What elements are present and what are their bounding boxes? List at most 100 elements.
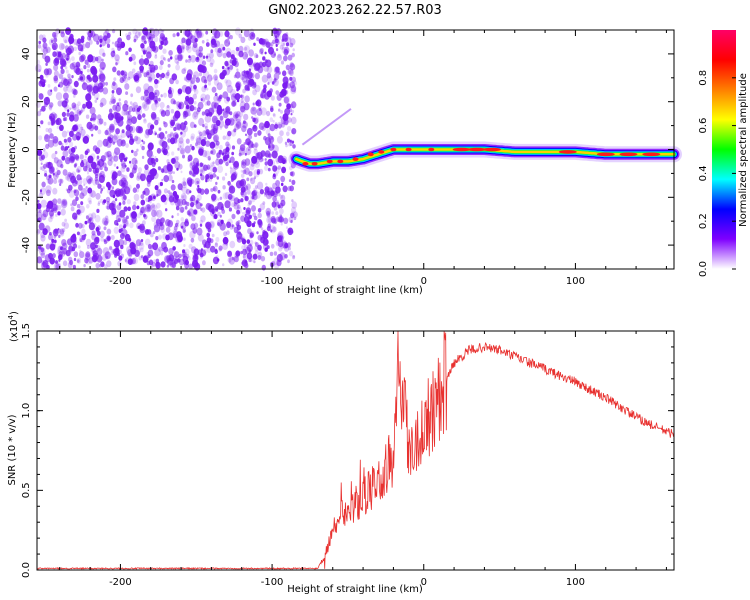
noise-point <box>208 157 211 161</box>
noise-point <box>188 44 192 49</box>
noise-point <box>195 200 199 204</box>
noise-point <box>133 72 140 82</box>
noise-point <box>255 54 259 58</box>
noise-point <box>219 214 222 218</box>
noise-point <box>194 115 197 119</box>
noise-point <box>118 249 122 254</box>
noise-point <box>276 160 279 164</box>
noise-point <box>109 100 113 105</box>
noise-point <box>100 236 104 242</box>
noise-point <box>282 235 285 239</box>
noise-point <box>199 131 203 137</box>
noise-point <box>38 222 45 231</box>
noise-point <box>170 108 175 114</box>
noise-point <box>279 116 282 119</box>
noise-point <box>260 62 265 69</box>
noise-point <box>272 165 278 172</box>
noise-point <box>127 110 131 115</box>
noise-point <box>246 239 251 245</box>
noise-point <box>151 103 158 111</box>
noise-point <box>251 155 258 164</box>
noise-point <box>213 117 220 126</box>
noise-point <box>125 51 129 56</box>
noise-point <box>48 161 51 165</box>
noise-point <box>40 247 45 253</box>
noise-point <box>121 70 127 78</box>
noise-point <box>124 259 127 262</box>
ridge-peak <box>352 157 359 161</box>
x-tick-label: -200 <box>109 577 132 588</box>
noise-point <box>201 97 206 103</box>
noise-point <box>84 59 89 65</box>
noise-point <box>59 124 64 131</box>
noise-point <box>89 30 96 38</box>
noise-point <box>245 77 252 86</box>
noise-point <box>62 149 69 158</box>
noise-point <box>107 154 113 161</box>
noise-point <box>143 214 148 220</box>
noise-point <box>47 177 54 185</box>
noise-point <box>254 72 260 80</box>
noise-point <box>236 206 242 215</box>
noise-point <box>237 199 241 204</box>
noise-point <box>163 188 168 194</box>
noise-point <box>254 244 260 252</box>
noise-point <box>83 264 86 268</box>
noise-point <box>166 151 170 157</box>
noise-point <box>108 245 113 250</box>
noise-point <box>165 234 170 241</box>
noise-point <box>172 229 178 236</box>
noise-point <box>248 134 253 140</box>
noise-point <box>244 195 249 202</box>
noise-point <box>212 185 218 192</box>
noise-point <box>185 254 190 259</box>
noise-point <box>122 103 129 112</box>
noise-point <box>273 53 276 57</box>
noise-point <box>133 193 140 202</box>
noise-point <box>291 140 295 144</box>
noise-point <box>141 145 145 151</box>
noise-point <box>216 82 223 91</box>
noise-point <box>38 69 41 73</box>
noise-point <box>160 168 165 173</box>
noise-point <box>280 122 285 128</box>
noise-point <box>184 251 187 256</box>
noise-point <box>40 162 43 165</box>
noise-point <box>41 105 46 112</box>
noise-point <box>282 76 289 85</box>
noise-point <box>117 101 122 107</box>
noise-point <box>292 255 295 260</box>
noise-point <box>229 156 235 163</box>
noise-point <box>265 239 269 245</box>
noise-point <box>253 145 258 151</box>
noise-point <box>275 186 281 194</box>
noise-point <box>86 121 93 130</box>
noise-point <box>154 119 159 126</box>
noise-point <box>195 49 201 57</box>
noise-point <box>38 40 41 45</box>
noise-point <box>147 243 152 250</box>
noise-point <box>176 61 180 65</box>
noise-point <box>273 53 276 56</box>
noise-point <box>172 171 175 175</box>
noise-point <box>67 261 73 269</box>
noise-point <box>109 156 115 163</box>
snr-series-line <box>36 330 675 570</box>
noise-point <box>135 31 141 39</box>
noise-point <box>199 65 205 73</box>
noise-point <box>168 247 174 255</box>
noise-point <box>97 129 102 135</box>
x-tick-label: 0 <box>421 577 427 588</box>
noise-point <box>120 159 123 163</box>
noise-point <box>270 215 276 223</box>
noise-point <box>284 242 289 249</box>
noise-point <box>174 258 179 265</box>
noise-point <box>182 249 186 254</box>
noise-point <box>186 210 191 216</box>
noise-point <box>45 189 51 197</box>
noise-point <box>289 42 294 48</box>
noise-point <box>157 182 162 187</box>
noise-point <box>223 231 228 237</box>
noise-point <box>168 86 172 91</box>
